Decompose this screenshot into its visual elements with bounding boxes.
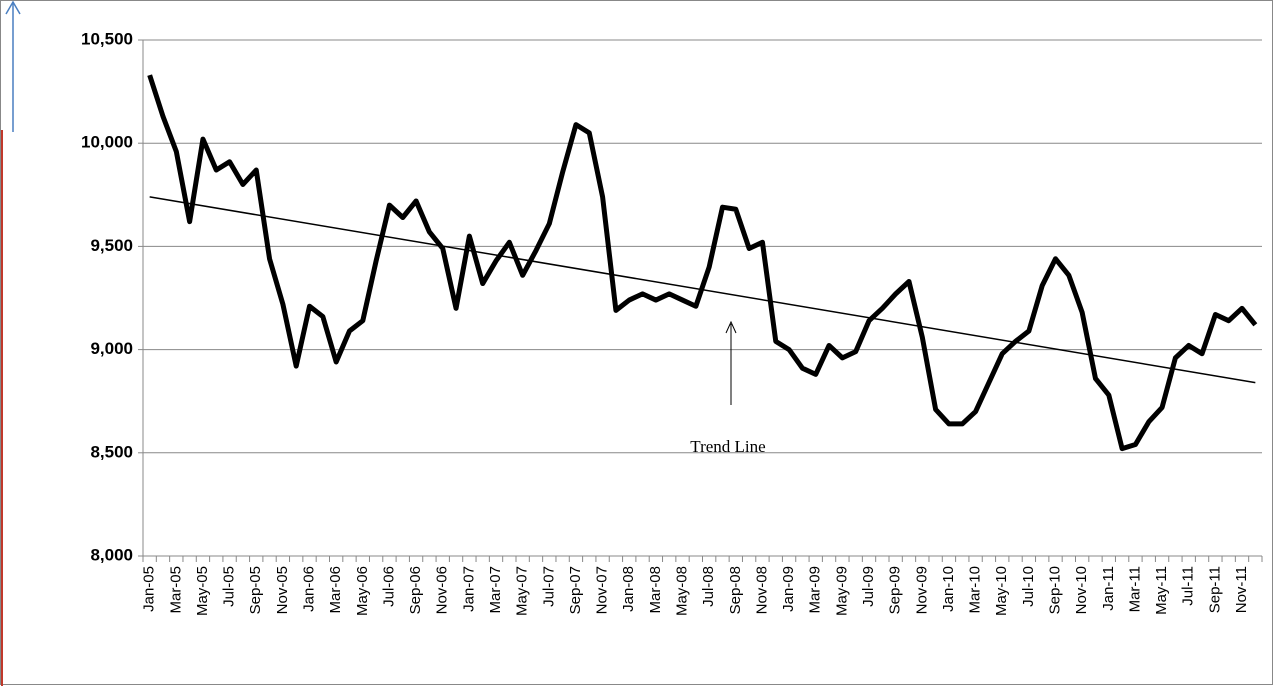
x-tick-label: Sep-11 bbox=[1206, 566, 1223, 613]
x-tick-label: Jul-06 bbox=[380, 566, 397, 607]
x-tick-label: Jul-05 bbox=[221, 566, 238, 607]
x-tick-label: Jul-07 bbox=[540, 566, 557, 607]
x-tick-label: Mar-09 bbox=[807, 566, 824, 614]
x-tick-label: Jan-08 bbox=[620, 566, 637, 612]
x-tick-label: Mar-08 bbox=[647, 566, 664, 614]
x-tick-label: Jan-07 bbox=[460, 566, 477, 612]
y-tick-label: 9,000 bbox=[90, 339, 133, 358]
x-tick-label: Jan-06 bbox=[300, 566, 317, 612]
x-tick-label: Nov-11 bbox=[1233, 566, 1250, 613]
y-tick-label: 9,500 bbox=[90, 236, 133, 255]
plot: 8,000 8,500 9,000 9,500 10,000 10,500 Jan-05 Ma… bbox=[81, 29, 1263, 616]
x-tick-label: Mar-10 bbox=[967, 566, 984, 614]
x-tick-label: May-09 bbox=[833, 566, 850, 616]
x-tick-label: Jul-08 bbox=[700, 566, 717, 607]
x-tick-label: Nov-09 bbox=[913, 566, 930, 614]
x-tick-label: Sep-10 bbox=[1046, 566, 1063, 614]
x-tick-label: May-11 bbox=[1153, 566, 1170, 615]
x-tick-label: May-07 bbox=[514, 566, 531, 616]
data-line bbox=[147, 74, 1258, 452]
edge-arrow-head bbox=[5, 0, 21, 15]
x-tick-label: Jan-10 bbox=[940, 566, 957, 612]
x-tick-label: Sep-06 bbox=[407, 566, 424, 614]
x-tick-label: Mar-11 bbox=[1126, 566, 1143, 612]
annotation-arrow-head bbox=[725, 320, 737, 334]
x-tick-label: Mar-05 bbox=[167, 566, 184, 614]
x-tick-label: Mar-07 bbox=[487, 566, 504, 614]
annotation: Trend Line bbox=[690, 437, 765, 456]
x-tick-label: May-10 bbox=[993, 566, 1010, 616]
y-tick-label: 10,500 bbox=[81, 29, 133, 48]
x-tick-label: Jul-11 bbox=[1180, 566, 1197, 606]
x-tick-label: Jan-09 bbox=[780, 566, 797, 612]
x-tick-label: May-08 bbox=[673, 566, 690, 616]
x-tick-label: Sep-05 bbox=[247, 566, 264, 614]
x-tick-label: Jan-05 bbox=[141, 566, 158, 612]
x-tick-label: Sep-07 bbox=[567, 566, 584, 614]
x-tick-label: Nov-08 bbox=[753, 566, 770, 614]
x-tick-label: May-05 bbox=[194, 566, 211, 616]
x-tick-label: Nov-07 bbox=[594, 566, 611, 614]
y-tick-label: 8,500 bbox=[90, 442, 133, 461]
x-tick-label: Mar-06 bbox=[327, 566, 344, 614]
y-tick-label: 10,000 bbox=[81, 133, 133, 152]
y-tick-label: 8,000 bbox=[90, 545, 133, 564]
x-tick-label: Sep-09 bbox=[887, 566, 904, 614]
x-tick-label: May-06 bbox=[354, 566, 371, 616]
x-tick-label: Nov-05 bbox=[274, 566, 291, 614]
x-tick-label: Jan-11 bbox=[1100, 566, 1117, 611]
x-tick-label: Sep-08 bbox=[727, 566, 744, 614]
x-tick-label: Nov-06 bbox=[434, 566, 451, 614]
x-tick-label: Jul-10 bbox=[1020, 566, 1037, 607]
x-tick-label: Nov-10 bbox=[1073, 566, 1090, 614]
x-tick-label: Jul-09 bbox=[860, 566, 877, 607]
